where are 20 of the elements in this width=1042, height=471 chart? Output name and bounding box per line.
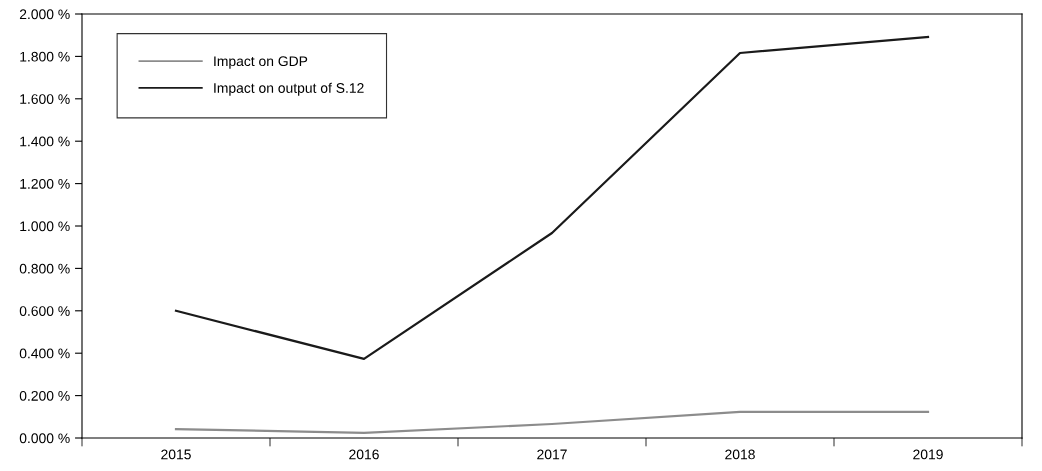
x-tick-label: 2016 [349,449,379,460]
x-tick-label: 2018 [725,449,755,460]
legend-label: Impact on output of S.12 [214,82,364,96]
x-tick-label: 2015 [161,449,191,460]
y-tick-label: 0.400 % [19,348,70,359]
y-tick-label: 1.600 % [20,94,70,104]
line-series [174,410,930,435]
legend-label: Impact on GDP [214,56,308,69]
line-series [174,35,930,361]
x-tick-label: 2017 [537,449,567,460]
y-tick-label: 1.200 % [20,178,70,189]
y-tick-label: 0.000 % [19,433,70,444]
y-tick-label: 0.800 % [19,263,70,274]
y-tick-label: 1.800 % [20,51,70,62]
y-tick-label: 2.000 % [19,9,70,20]
y-tick-label: 1.000 % [20,221,70,232]
y-tick-label: 0.600 % [19,306,70,316]
y-tick-label: 1.400 % [20,136,70,147]
x-tick-label: 2019 [913,449,943,460]
y-tick-label: 0.200 % [19,390,70,401]
